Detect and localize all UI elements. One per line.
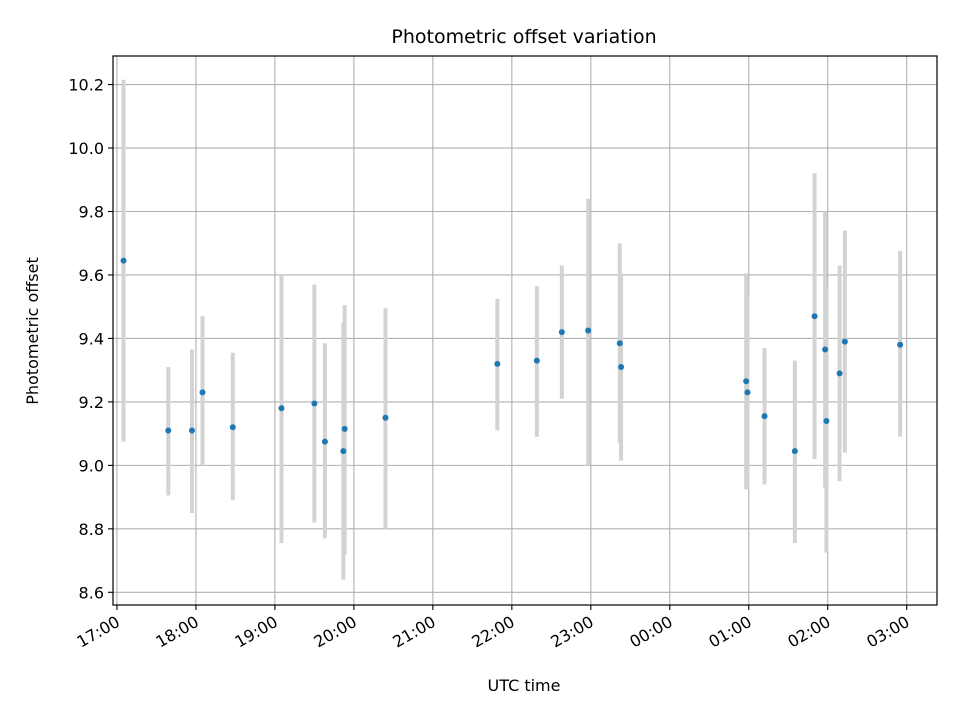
data-point [340, 448, 347, 455]
y-axis-label: Photometric offset [23, 257, 42, 405]
data-point [229, 424, 236, 431]
data-point [341, 425, 348, 432]
data-point [822, 346, 829, 353]
y-tick-label: 9.2 [79, 393, 104, 412]
data-point [533, 357, 540, 364]
data-point [761, 413, 768, 420]
data-point [188, 427, 195, 434]
y-tick-label: 8.8 [79, 520, 104, 539]
data-point [823, 417, 830, 424]
y-tick-label: 9.0 [79, 456, 104, 475]
y-tick-label: 9.6 [79, 266, 104, 285]
data-points [120, 257, 904, 455]
chart-title: Photometric offset variation [391, 26, 656, 48]
data-point [897, 341, 904, 348]
data-point [278, 405, 285, 412]
data-point [165, 427, 172, 434]
data-point [836, 370, 843, 377]
data-point [618, 363, 625, 370]
data-point [120, 257, 127, 264]
y-tick-label: 9.8 [79, 202, 104, 221]
y-axis: 8.6 8.8 9.0 9.2 9.4 9.6 9.8 10.0 10.2 [68, 76, 113, 602]
data-point [743, 378, 750, 385]
x-axis-label: UTC time [488, 676, 561, 695]
y-tick-label: 10.0 [68, 139, 104, 158]
data-point [311, 400, 318, 407]
data-point [811, 313, 818, 320]
y-tick-label: 8.6 [79, 583, 104, 602]
data-point [841, 338, 848, 345]
data-point [199, 389, 206, 396]
y-tick-label: 9.4 [79, 329, 104, 348]
data-point [494, 360, 501, 367]
data-point [791, 448, 798, 455]
data-point [585, 327, 592, 334]
y-tick-label: 10.2 [68, 76, 104, 95]
data-point [382, 414, 389, 421]
data-point [321, 438, 328, 445]
plot-frame [112, 55, 938, 606]
data-point [558, 329, 565, 336]
data-point [616, 340, 623, 347]
data-point [744, 389, 751, 396]
